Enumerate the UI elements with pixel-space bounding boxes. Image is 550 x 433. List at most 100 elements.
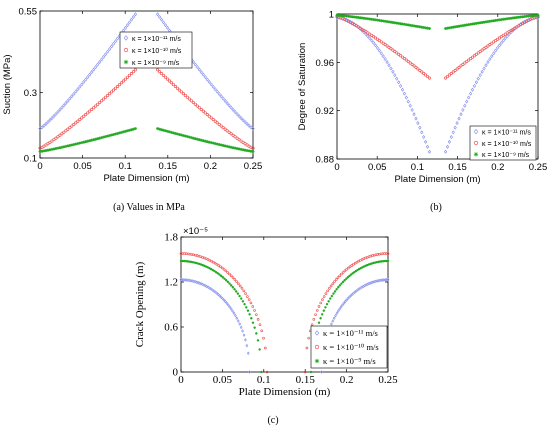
k10-point	[238, 284, 242, 288]
x-tick-label: 0.05	[368, 162, 387, 173]
k10-point	[207, 114, 211, 118]
k9-point	[461, 24, 465, 28]
k11-point	[198, 281, 202, 285]
k9-point	[187, 135, 191, 139]
k11-point	[445, 144, 450, 149]
k11-point	[379, 51, 383, 56]
k9-point	[215, 142, 219, 146]
k10-point	[324, 292, 328, 295]
k9-point	[322, 309, 326, 312]
k11-point	[486, 60, 490, 65]
x-tick-label: 0.25	[378, 374, 398, 386]
x-tick-label: 0.1	[411, 162, 424, 173]
k11-point	[346, 296, 350, 301]
x-tick-label: 0.2	[491, 162, 504, 173]
k11-point	[505, 34, 509, 39]
k11-point	[338, 307, 342, 311]
y-tick-label: 0.6	[164, 322, 178, 334]
k11-point	[105, 49, 110, 54]
k9-point	[194, 261, 198, 265]
series-k9	[38, 127, 255, 153]
k11-point	[467, 95, 471, 100]
k9-point	[243, 302, 246, 306]
k10-point	[260, 329, 264, 333]
k9-point	[223, 277, 226, 280]
x-tick-label: 0.15	[448, 162, 467, 173]
k11-point	[457, 116, 461, 121]
k11-point	[427, 149, 432, 154]
k9-point	[453, 25, 457, 29]
k11-point	[129, 17, 134, 22]
k9-point	[184, 260, 188, 263]
k10-point	[70, 124, 74, 128]
k11-point	[206, 285, 210, 290]
x-tick-label: 0	[178, 374, 184, 386]
k9-point	[474, 21, 478, 25]
k9-point	[228, 282, 231, 285]
k10-point	[255, 313, 258, 316]
k9-point	[397, 21, 401, 25]
k10-point	[310, 323, 314, 326]
y-tick-label: 0.92	[316, 106, 335, 117]
k10-point	[242, 289, 246, 293]
k9-point	[373, 261, 377, 264]
k9-point	[86, 139, 90, 143]
k10-point	[315, 309, 319, 312]
k9-point	[133, 127, 137, 131]
k10-point	[115, 84, 120, 89]
k11-point	[123, 25, 128, 30]
k11-point	[229, 307, 233, 311]
k9-point	[204, 265, 208, 268]
k9-point	[352, 15, 356, 19]
k9-point	[216, 272, 220, 275]
k9-point	[245, 306, 248, 309]
k9-point	[422, 26, 426, 30]
k11-point	[336, 309, 340, 313]
k11-point	[215, 89, 219, 94]
k10-point	[350, 264, 354, 267]
k9-point	[46, 148, 50, 152]
k9-point	[248, 313, 251, 316]
k10-point	[393, 49, 397, 54]
k11-point	[501, 38, 505, 43]
x-tick-label: 0.05	[73, 161, 92, 172]
k9-point	[341, 280, 345, 284]
series-k10	[38, 68, 255, 150]
k9-point	[519, 15, 523, 19]
k10-point	[457, 65, 461, 69]
k10-point	[329, 284, 333, 288]
k10-point	[191, 100, 195, 105]
k9-point	[330, 294, 334, 298]
k11-point	[211, 84, 215, 89]
k9-point	[235, 290, 238, 293]
k10-point	[387, 45, 391, 49]
k9-point	[408, 23, 412, 27]
k10-point	[341, 271, 345, 274]
k11-point	[239, 325, 243, 330]
k11-point	[468, 91, 473, 96]
k9-point	[359, 266, 362, 270]
k11-point	[249, 125, 253, 130]
k9-point	[490, 19, 494, 23]
k10-point	[229, 132, 233, 136]
k10-point	[451, 70, 455, 74]
k10-point	[224, 269, 228, 273]
k11-point	[101, 54, 106, 59]
k9-point	[241, 148, 245, 152]
k11-point	[383, 57, 387, 62]
k11-point	[229, 105, 233, 110]
k11-point	[345, 298, 349, 302]
k11-point	[191, 59, 196, 65]
k11-point	[236, 319, 240, 323]
k9-point	[365, 263, 369, 267]
k10-point	[235, 280, 238, 283]
k10-point	[424, 73, 428, 77]
legend-label-k9: κ = 1×10⁻⁹ m/s	[482, 152, 530, 159]
k9-point	[374, 18, 378, 22]
k10-point	[52, 138, 56, 142]
k9-point	[98, 136, 102, 140]
k10-point	[307, 336, 310, 340]
k9-point	[343, 279, 346, 282]
k9-point	[337, 286, 340, 289]
